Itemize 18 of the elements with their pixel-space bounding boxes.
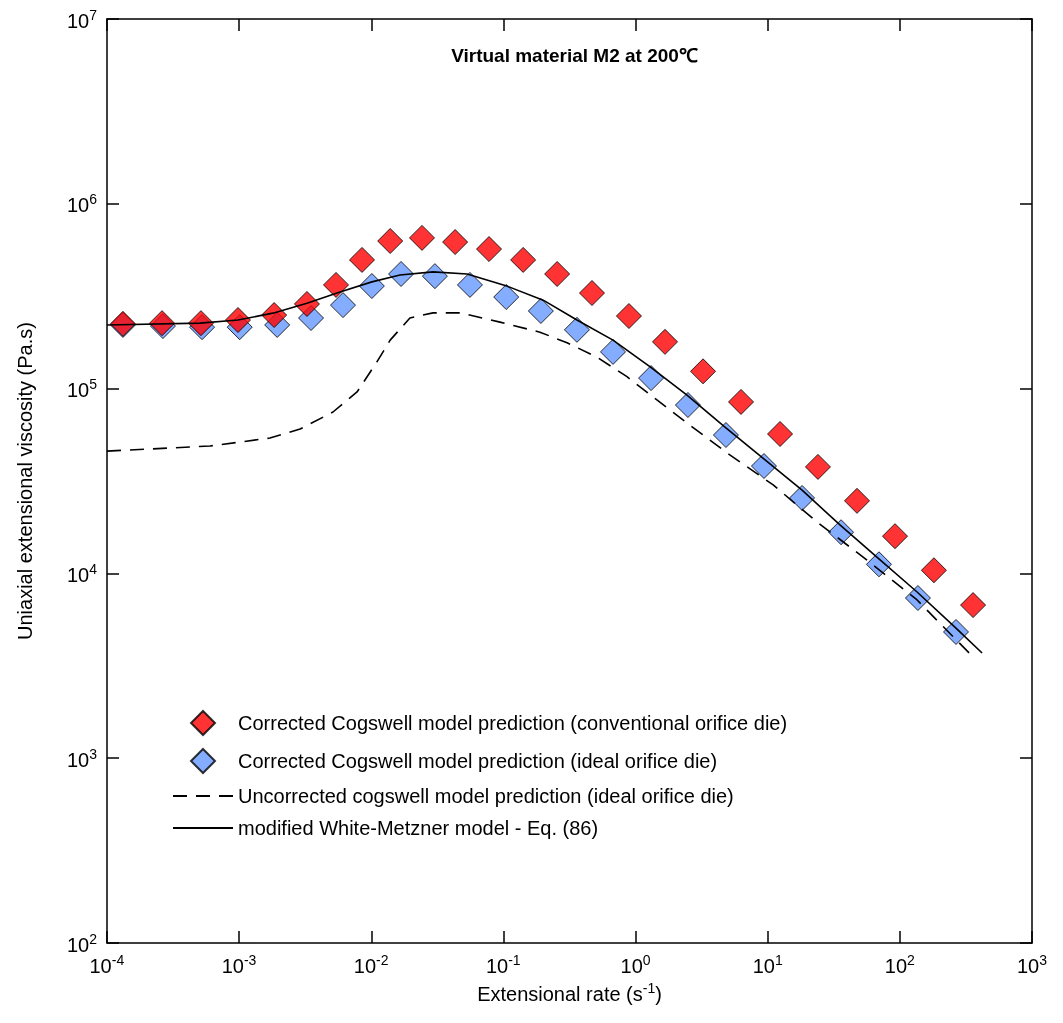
y-tick-label: 10$^{7}$: [67, 6, 98, 32]
y-axis-title: Uniaxial extensional viscosity (Pa.s): [14, 322, 36, 640]
y-tick-label: 10$^{5}$: [67, 376, 98, 401]
legend-label: modified White-Metzner model - Eq. (86): [238, 817, 599, 839]
x-tick-label: 10$^{-3}$: [221, 952, 257, 977]
x-tick-label: 10$^{-1}$: [485, 952, 521, 977]
y-tick-label: 10$^{4}$: [67, 560, 98, 586]
y-tick-label: 10$^{6}$: [67, 191, 98, 216]
legend-label: Uncorrected cogswell model prediction (ideal orifice die): [238, 785, 734, 807]
x-tick-label: 10$^{-2}$: [353, 952, 389, 977]
x-tick-label: 10$^{1}$: [752, 952, 783, 977]
x-tick-label: 10$^{3}$: [1017, 952, 1048, 977]
x-tick-label: 10$^{2}$: [884, 952, 915, 977]
x-tick-label: 10$^{0}$: [620, 952, 651, 977]
y-tick-label: 10$^{3}$: [67, 745, 98, 771]
legend-label: Corrected Cogswell model prediction (ideal orifice die): [238, 750, 718, 772]
text: Virtual material M2 at 200℃: [451, 45, 698, 66]
legend-label: Corrected Cogswell model prediction (conventional orifice die): [238, 712, 788, 734]
